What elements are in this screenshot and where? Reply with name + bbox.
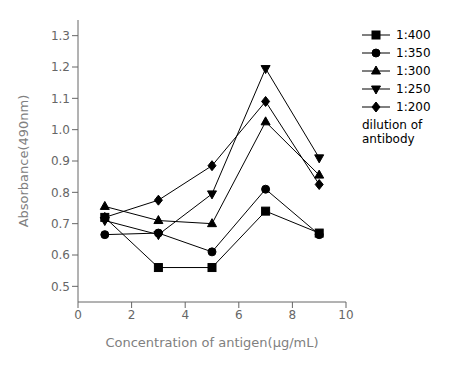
svg-text:6: 6 bbox=[235, 308, 243, 322]
html-text:1:350: 1:350 bbox=[396, 46, 431, 60]
svg-text:2: 2 bbox=[128, 308, 136, 322]
html-text:1:200: 1:200 bbox=[396, 100, 431, 114]
svg-text:0.5: 0.5 bbox=[51, 280, 70, 294]
svg-text:Absorbance(490nm): Absorbance(490nm) bbox=[16, 95, 31, 228]
svg-text:0.7: 0.7 bbox=[51, 217, 70, 231]
html-text:1:250: 1:250 bbox=[396, 82, 431, 96]
html-text:1:400: 1:400 bbox=[396, 28, 431, 42]
html-text:dilution of antibody: dilution of antibody bbox=[362, 118, 423, 146]
svg-text:1.2: 1.2 bbox=[51, 60, 70, 74]
svg-text:0.6: 0.6 bbox=[51, 248, 70, 262]
svg-text:0.8: 0.8 bbox=[51, 186, 70, 200]
svg-text:10: 10 bbox=[338, 308, 353, 322]
svg-text:1.0: 1.0 bbox=[51, 123, 70, 137]
svg-text:4: 4 bbox=[181, 308, 189, 322]
svg-text:0.9: 0.9 bbox=[51, 154, 70, 168]
html-text:1:300: 1:300 bbox=[396, 64, 431, 78]
svg-text:0: 0 bbox=[74, 308, 82, 322]
svg-text:1.3: 1.3 bbox=[51, 29, 70, 43]
svg-text:8: 8 bbox=[289, 308, 297, 322]
svg-text:1.1: 1.1 bbox=[51, 92, 70, 106]
svg-text:Concentration of antigen(μg/mL: Concentration of antigen(μg/mL) bbox=[105, 335, 318, 350]
